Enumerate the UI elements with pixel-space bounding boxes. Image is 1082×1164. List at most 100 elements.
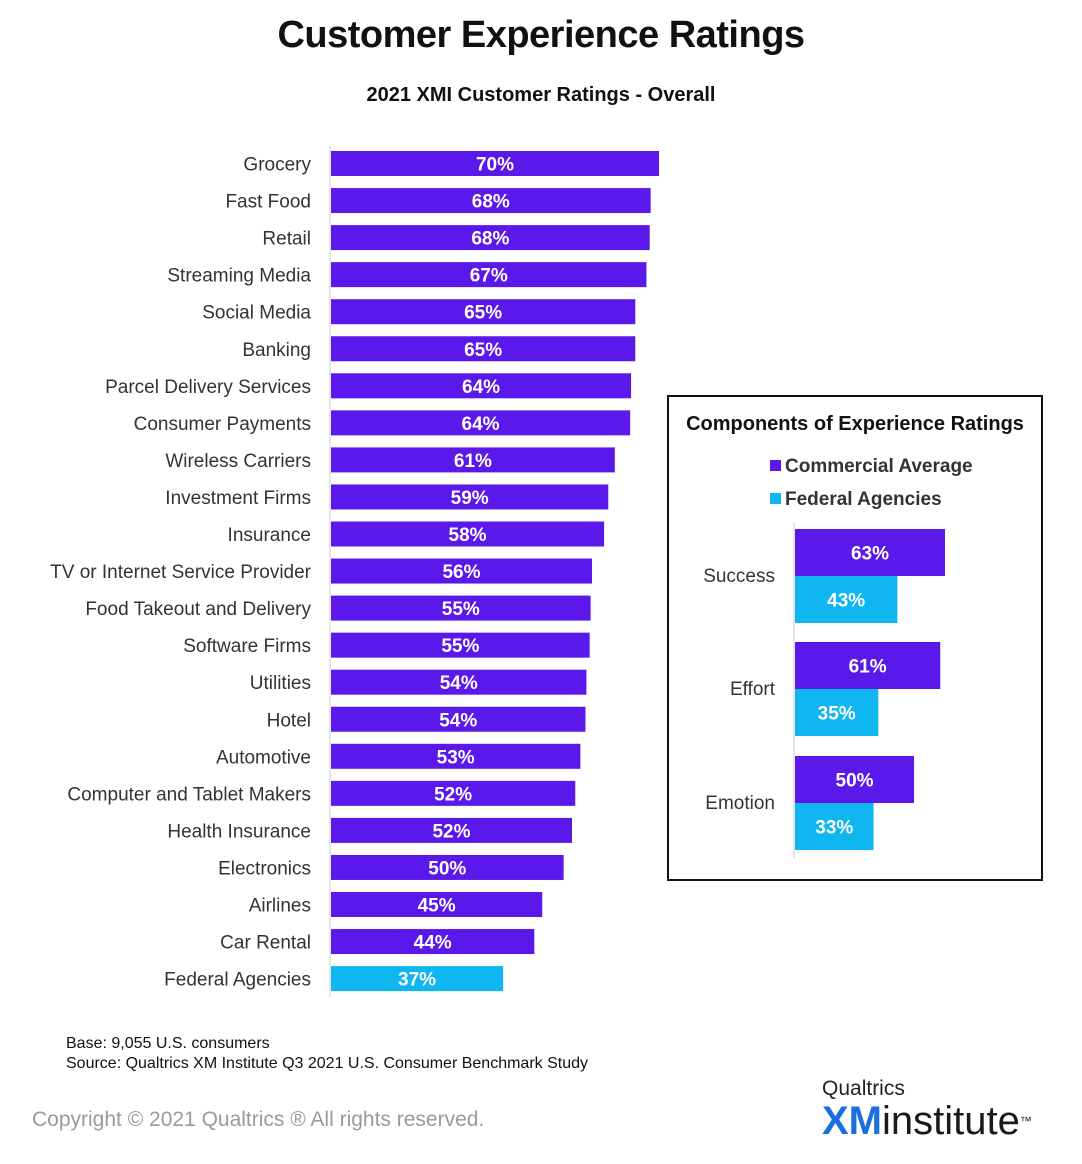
category-label: Banking (242, 340, 311, 361)
bar-value-label: 68% (471, 229, 509, 250)
bar-value-label: 64% (462, 377, 500, 398)
category-label: Health Insurance (167, 821, 311, 842)
category-label: TV or Internet Service Provider (50, 562, 311, 583)
bar-food-takeout-and-delivery (331, 595, 591, 621)
bar-value-label: 54% (439, 710, 477, 731)
bar-airlines (331, 892, 543, 917)
inset-bar-value-label: 61% (849, 657, 887, 678)
inset-bars: Success 63% 43% Effort 61% 35% Emotion 50% 33% (703, 522, 945, 858)
category-label: Automotive (216, 747, 311, 768)
category-label: Retail (262, 229, 311, 250)
bar-health-insurance (331, 817, 572, 843)
qualtrics-xm-institute-logo: Qualtrics XMinstitute™ (822, 1077, 1062, 1143)
category-label: Airlines (249, 896, 311, 917)
inset-bar (795, 642, 941, 689)
footer-base: Base: 9,055 U.S. consumers (66, 1035, 270, 1052)
bar-value-label: 70% (476, 155, 514, 176)
logo-trademark: ™ (1019, 1114, 1032, 1128)
inset-bar (795, 689, 879, 736)
bar-value-label: 54% (440, 673, 478, 694)
bar-streaming-media (331, 262, 647, 288)
inset-legend: Commercial Average Federal Agencies (770, 456, 973, 510)
category-label: Software Firms (183, 636, 311, 657)
bar-value-label: 58% (449, 525, 487, 546)
inset-title: Components of Experience Ratings (686, 413, 1024, 435)
inset-bar-value-label: 43% (827, 591, 865, 612)
legend-swatch (770, 460, 781, 471)
bar-value-label: 37% (398, 970, 436, 991)
category-label: Fast Food (225, 192, 311, 213)
category-label: Food Takeout and Delivery (85, 599, 311, 620)
bar-car-rental (331, 929, 535, 955)
bar-tv-or-internet-service-provider (331, 558, 593, 584)
bar-federal-agencies (331, 966, 504, 992)
category-label: Federal Agencies (164, 970, 311, 991)
bar-software-firms (331, 632, 590, 658)
bar-automotive (331, 743, 581, 769)
inset-bar (795, 803, 874, 850)
inset-bar-value-label: 50% (836, 771, 874, 792)
bar-fast-food (331, 188, 651, 214)
chart-title: Customer Experience Ratings (277, 14, 805, 56)
legend-entry: Commercial Average (785, 456, 973, 477)
bar-value-label: 56% (442, 562, 480, 583)
logo-institute-text: institute (882, 1099, 1020, 1143)
logo-qualtrics-text: Qualtrics (822, 1077, 905, 1100)
category-label: Parcel Delivery Services (105, 377, 311, 398)
chart-subtitle: 2021 XMI Customer Ratings - Overall (366, 84, 716, 106)
copyright-notice: Copyright © 2021 Qualtrics ® All rights … (32, 1108, 485, 1131)
category-label: Computer and Tablet Makers (67, 784, 311, 805)
bar-computer-and-tablet-makers (331, 780, 576, 806)
category-label: Hotel (267, 710, 311, 731)
bar-parcel-delivery-services (331, 373, 632, 399)
inset-bar (795, 756, 915, 803)
inset-bar (795, 576, 898, 623)
inset-bar-value-label: 63% (851, 544, 889, 565)
legend-swatch (770, 493, 781, 504)
category-label: Streaming Media (167, 266, 311, 287)
components-inset: Components of Experience Ratings Commerc… (667, 395, 1043, 881)
bar-value-label: 50% (428, 858, 466, 879)
inset-bar (795, 529, 945, 576)
bar-electronics (331, 854, 564, 880)
bar-retail (331, 225, 650, 251)
bar-value-label: 68% (472, 192, 510, 213)
bar-value-label: 53% (437, 747, 475, 768)
bar-wireless-carriers (331, 447, 615, 473)
bar-investment-firms (331, 484, 609, 510)
bar-value-label: 65% (464, 340, 502, 361)
category-label: Grocery (243, 155, 311, 176)
bar-value-label: 61% (454, 451, 492, 472)
bar-insurance (331, 521, 605, 547)
main-bar-chart: Grocery 70% Fast Food 68% Retail 68% Streaming… (50, 146, 659, 998)
category-label: Social Media (202, 303, 311, 324)
bar-value-label: 52% (432, 821, 470, 842)
category-label: Insurance (228, 525, 311, 546)
bar-value-label: 44% (414, 933, 452, 954)
category-label: Car Rental (220, 933, 311, 954)
inset-category-label: Effort (730, 679, 776, 700)
bar-grocery (331, 151, 659, 176)
category-label: Investment Firms (165, 488, 311, 509)
bar-value-label: 65% (464, 303, 502, 324)
inset-bar-value-label: 33% (815, 818, 853, 839)
inset-category-label: Success (703, 566, 775, 587)
category-label: Electronics (218, 858, 311, 879)
bar-value-label: 67% (470, 266, 508, 287)
bar-value-label: 55% (442, 599, 480, 620)
bar-value-label: 52% (434, 784, 472, 805)
footer-source: Source: Qualtrics XM Institute Q3 2021 U… (66, 1055, 588, 1072)
bar-social-media (331, 299, 636, 325)
bar-value-label: 55% (441, 636, 479, 657)
bar-value-label: 59% (451, 488, 489, 509)
bar-consumer-payments (331, 410, 631, 436)
bar-value-label: 45% (418, 896, 456, 917)
bar-hotel (331, 706, 586, 732)
bar-value-label: 64% (462, 414, 500, 435)
category-label: Wireless Carriers (165, 451, 311, 472)
inset-category-label: Emotion (705, 793, 775, 814)
bar-utilities (331, 669, 587, 695)
inset-bar-value-label: 35% (818, 704, 856, 725)
category-label: Consumer Payments (134, 414, 311, 435)
